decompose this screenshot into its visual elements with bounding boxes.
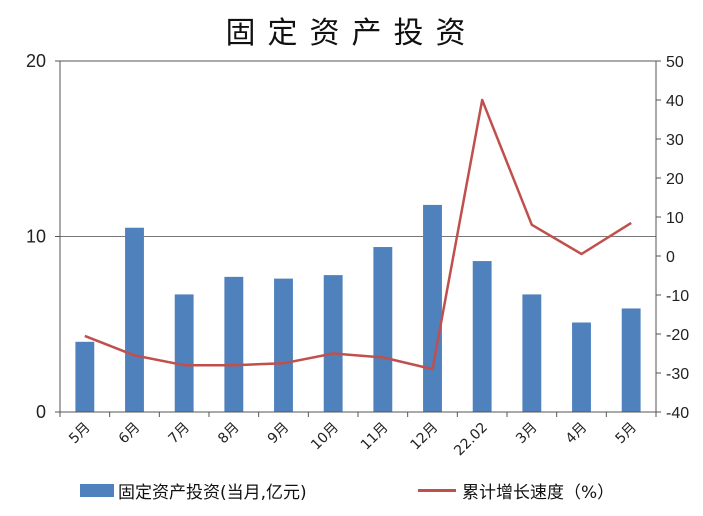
bar — [621, 308, 641, 412]
bar-series — [75, 204, 641, 412]
bar — [323, 275, 343, 412]
bar — [472, 261, 492, 412]
right-tick-label: -20 — [666, 327, 689, 344]
legend-item-bar: 固定资产投资(当月,亿元) — [80, 478, 307, 503]
series-line — [84, 98, 632, 371]
legend-item-line: 累计增长速度（%） — [418, 478, 614, 503]
left-tick-label: 0 — [36, 402, 46, 422]
x-tick-label: 7月 — [165, 420, 193, 448]
right-tick-label: -40 — [666, 405, 689, 422]
x-tick-label: 9月 — [265, 420, 293, 448]
x-tick-label: 12月 — [408, 420, 442, 454]
bar — [224, 276, 244, 412]
right-tick-label: 40 — [666, 93, 684, 110]
x-tick-label: 5月 — [66, 420, 94, 448]
x-tick-label: 8月 — [215, 420, 243, 448]
x-tick-label: 5月 — [612, 420, 640, 448]
x-tick-label: 10月 — [308, 420, 342, 454]
bar — [572, 322, 591, 412]
right-tick-label: -30 — [666, 366, 689, 383]
right-tick-label: 0 — [666, 249, 675, 266]
x-tick-label: 4月 — [563, 420, 591, 448]
bar — [174, 294, 194, 412]
bar — [423, 204, 442, 412]
legend-swatch-line — [418, 489, 456, 492]
left-y-axis: 0 10 20 — [26, 51, 60, 422]
legend-label-bar: 固定资产投资(当月,亿元) — [118, 483, 307, 503]
bar — [75, 341, 95, 412]
right-tick-label: 50 — [666, 54, 684, 71]
bar — [125, 227, 144, 412]
x-tick-label: 3月 — [513, 420, 541, 448]
bar — [274, 278, 293, 412]
bar — [522, 294, 542, 412]
x-axis: 5月 6月 7月 8月 9月 10月 11月 12月 22.02 3月 4月 5月 — [59, 412, 657, 460]
legend: 固定资产投资(当月,亿元) 累计增长速度（%） — [0, 478, 703, 504]
legend-swatch-bar — [80, 484, 114, 497]
right-tick-label: 20 — [666, 171, 684, 188]
left-tick-label: 20 — [26, 51, 46, 71]
right-tick-label: 30 — [666, 132, 684, 149]
x-tick-label: 22.02 — [451, 420, 491, 460]
x-tick-label: 11月 — [358, 420, 392, 454]
x-tick-label: 6月 — [116, 420, 144, 448]
left-tick-label: 10 — [26, 227, 46, 247]
right-tick-label: 10 — [666, 210, 684, 227]
chart-title: 固定资产投资 — [225, 16, 478, 51]
right-tick-label: -10 — [666, 288, 689, 305]
bar — [373, 247, 393, 412]
legend-label-line: 累计增长速度（%） — [462, 483, 615, 503]
line-series — [84, 98, 632, 371]
right-y-axis: -40 -30 -20 -10 0 10 20 30 40 50 — [656, 54, 689, 422]
